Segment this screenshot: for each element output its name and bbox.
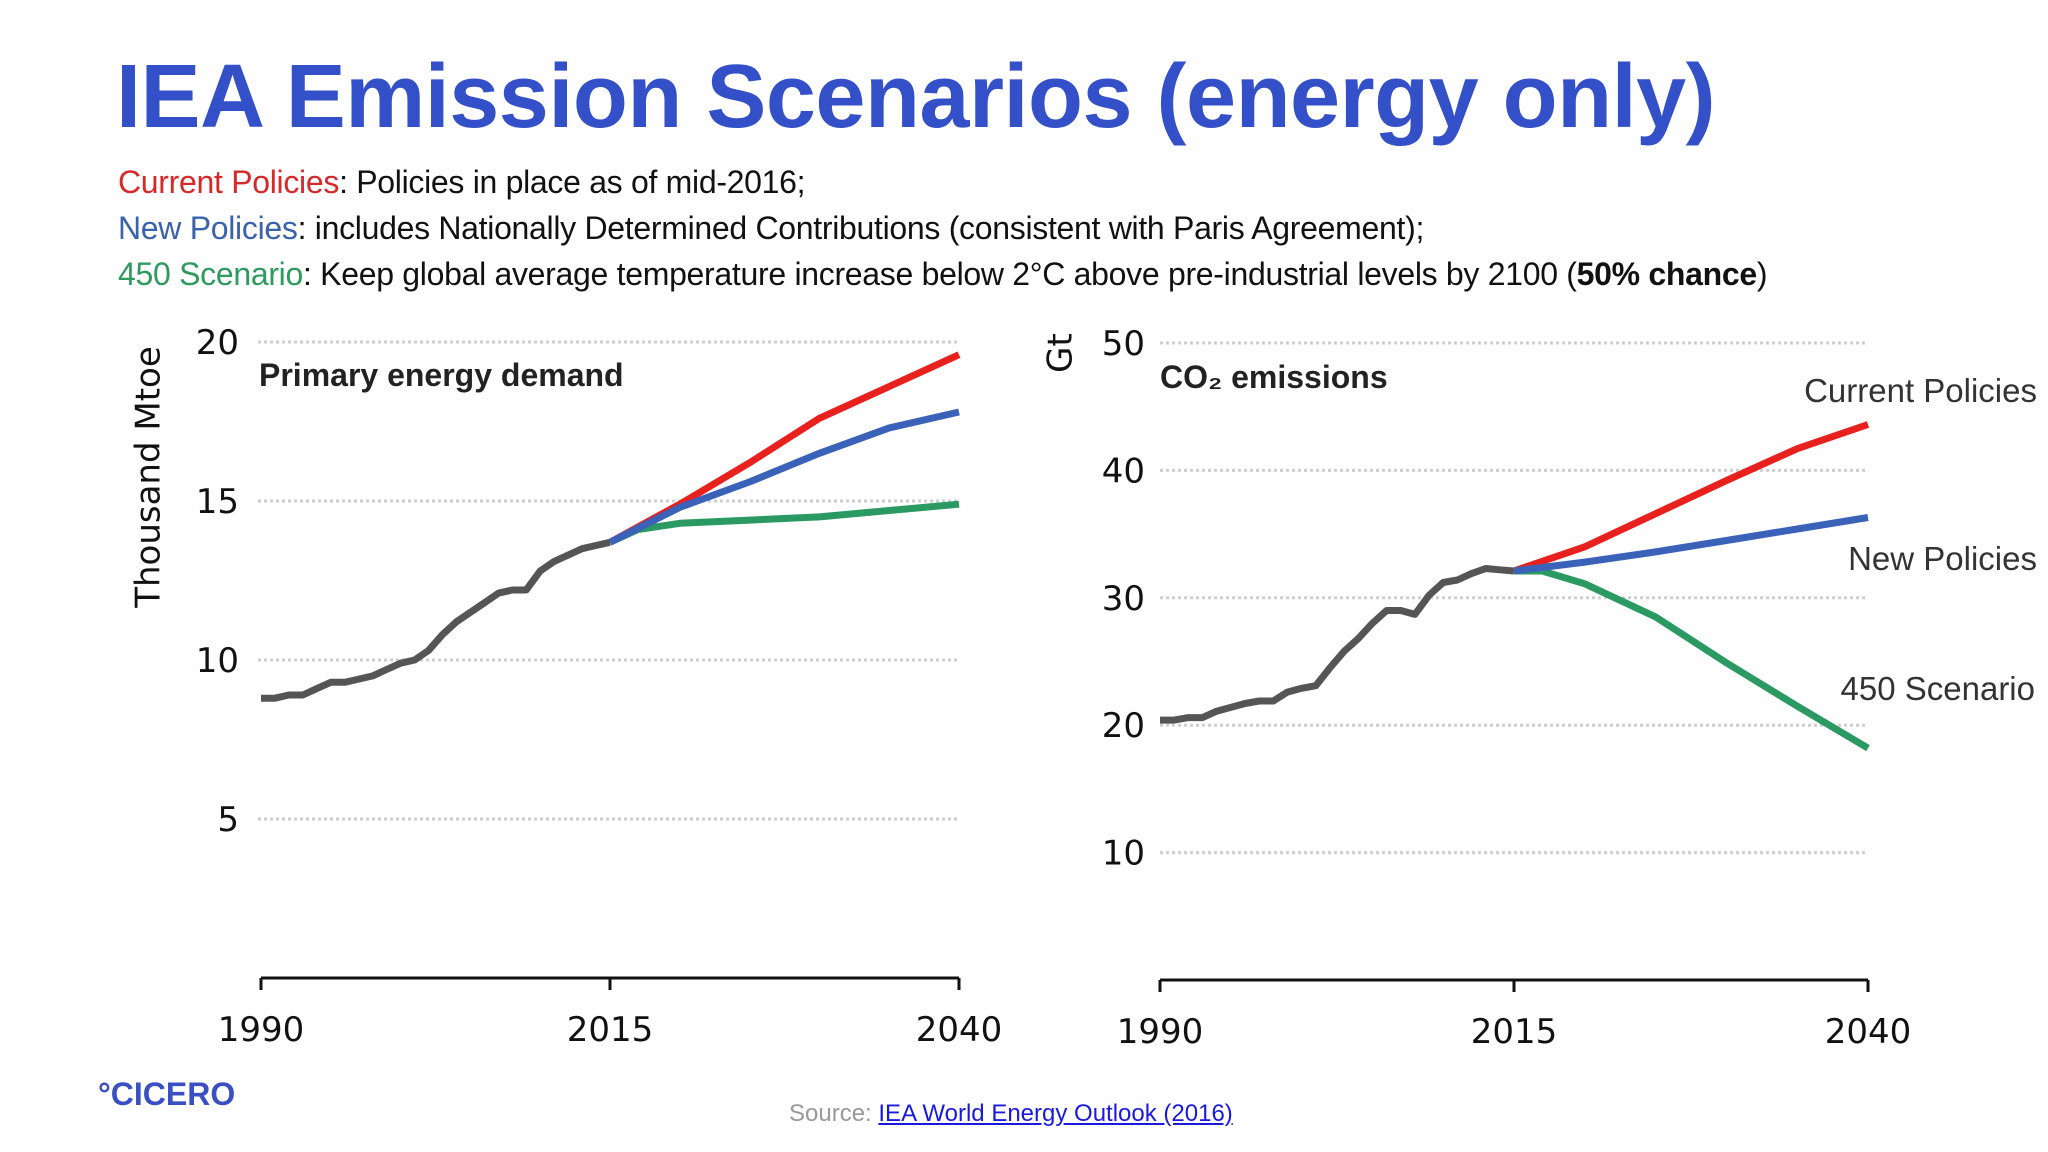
y-axis-label: Gt <box>1041 333 1081 373</box>
description-text: ) <box>1756 256 1768 292</box>
y-tick-label: 10 <box>196 641 239 681</box>
y-tick-label: 10 <box>1102 834 1145 874</box>
series-line-historical <box>261 538 611 702</box>
series-line-historical <box>1160 565 1515 724</box>
description-text: : Keep global average temperature increa… <box>302 256 1577 292</box>
description-text: : includes Nationally Determined Contrib… <box>297 210 1425 246</box>
x-tick-label: 2015 <box>1471 1012 1558 1052</box>
y-tick-label: 20 <box>1102 706 1145 746</box>
term-current-policies: Current Policies <box>118 164 340 200</box>
y-tick-label: 15 <box>196 482 239 522</box>
series-label-current: Current Policies <box>1804 372 2037 409</box>
description-text: : Policies in place as of mid-2016; <box>339 164 806 200</box>
source-note: Source: IEA World Energy Outlook (2016) <box>789 1100 1233 1128</box>
x-tick-label: 2015 <box>567 1010 654 1050</box>
term-450-scenario: 450 Scenario <box>118 256 303 292</box>
series-line-new <box>608 408 960 546</box>
chart-title: CO₂ emissions <box>1160 359 1388 395</box>
series-label-s450: 450 Scenario <box>1841 670 2035 707</box>
series-line-s450 <box>1514 567 1870 752</box>
chance-emphasis: 50% chance <box>1576 256 1758 292</box>
chart-title: Primary energy demand <box>259 357 624 393</box>
y-tick-label: 40 <box>1102 451 1145 491</box>
y-tick-label: 5 <box>217 800 239 840</box>
x-tick-label: 2040 <box>916 1010 1003 1050</box>
source-link[interactable]: IEA World Energy Outlook (2016) <box>878 1100 1233 1127</box>
y-axis-label: Thousand Mtoe <box>129 346 169 609</box>
y-tick-label: 30 <box>1102 579 1145 619</box>
x-tick-label: 1990 <box>218 1010 305 1050</box>
page-title: IEA Emission Scenarios (energy only) <box>116 47 1716 147</box>
y-tick-label: 50 <box>1102 324 1145 364</box>
description-450-scenario: 450 Scenario: Keep global average temper… <box>118 256 1768 293</box>
x-tick-label: 1990 <box>1117 1012 1204 1052</box>
cicero-logo: °CICERO <box>98 1076 236 1112</box>
y-tick-label: 20 <box>196 323 239 363</box>
series-line-new <box>1513 514 1869 575</box>
term-new-policies: New Policies <box>118 210 298 246</box>
series-label-new: New Policies <box>1848 540 2037 577</box>
source-prefix: Source: <box>789 1100 879 1127</box>
x-tick-label: 2040 <box>1825 1012 1912 1052</box>
series-line-current <box>1512 421 1870 575</box>
description-current-policies: Current Policies: Policies in place as o… <box>118 164 806 201</box>
description-new-policies: New Policies: includes Nationally Determ… <box>118 210 1424 247</box>
